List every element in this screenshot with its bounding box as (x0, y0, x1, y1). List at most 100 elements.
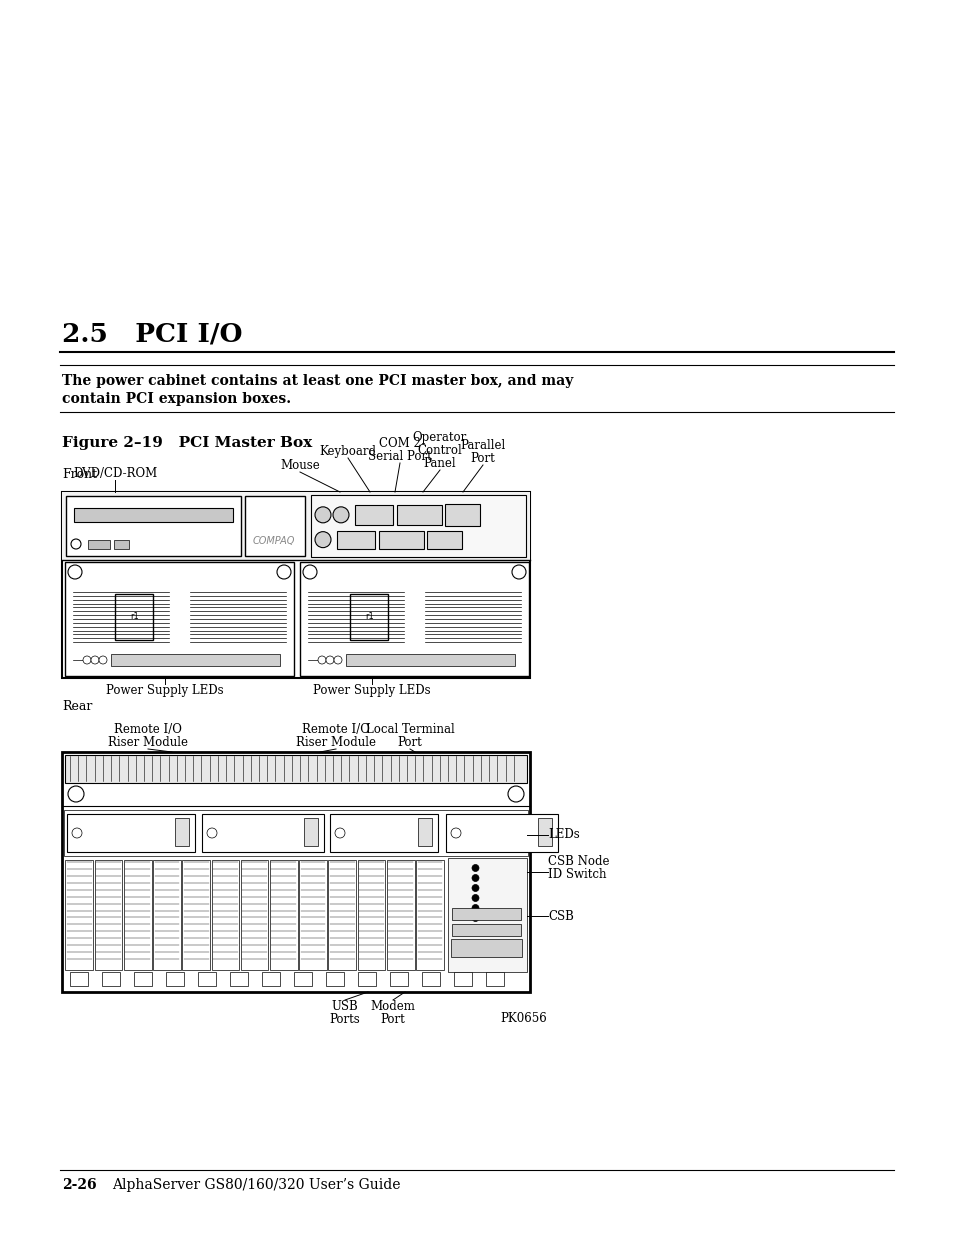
Bar (294, 972, 312, 986)
Bar (299, 860, 327, 969)
Text: Operator: Operator (413, 431, 467, 445)
Bar (65, 755, 526, 783)
Circle shape (472, 894, 478, 902)
Circle shape (71, 538, 81, 550)
Text: CSB Node: CSB Node (547, 855, 609, 868)
Bar (355, 505, 393, 525)
Bar (450, 939, 521, 957)
Text: Parallel: Parallel (460, 438, 505, 452)
Bar (230, 972, 248, 986)
Circle shape (83, 656, 91, 664)
Bar (447, 858, 526, 972)
Bar (166, 972, 184, 986)
Bar (452, 940, 520, 952)
Bar (357, 860, 385, 969)
Bar (94, 860, 122, 969)
Text: Port: Port (380, 1013, 405, 1026)
Bar (452, 925, 520, 936)
Bar (62, 492, 530, 559)
Bar (454, 972, 472, 986)
Bar (390, 972, 408, 986)
Bar (417, 818, 432, 846)
Bar (70, 972, 88, 986)
Bar (378, 531, 423, 548)
Bar (262, 972, 280, 986)
Circle shape (314, 506, 331, 522)
Text: Front: Front (62, 468, 97, 480)
Bar (74, 508, 233, 522)
Bar (357, 972, 375, 986)
Bar (416, 860, 443, 969)
Bar (66, 860, 93, 969)
Text: Rear: Rear (62, 700, 92, 713)
Bar (299, 562, 529, 676)
Bar (153, 860, 181, 969)
Bar (174, 818, 189, 846)
Bar (182, 860, 210, 969)
Circle shape (334, 656, 341, 664)
Bar (452, 909, 520, 920)
Bar (421, 972, 439, 986)
Circle shape (326, 656, 334, 664)
Bar (396, 505, 441, 525)
Text: DVD/CD-ROM: DVD/CD-ROM (72, 467, 157, 480)
Bar (444, 504, 479, 526)
Bar (537, 818, 552, 846)
Text: COMPAQ: COMPAQ (253, 536, 294, 546)
Bar (446, 814, 558, 852)
Bar (326, 972, 344, 986)
Text: Panel: Panel (423, 457, 456, 471)
Text: Mouse: Mouse (280, 459, 319, 472)
Bar (113, 540, 129, 550)
Text: PK0656: PK0656 (499, 1011, 546, 1025)
Text: Power Supply LEDs: Power Supply LEDs (106, 684, 224, 697)
Circle shape (68, 564, 82, 579)
Bar (111, 655, 280, 666)
Bar (240, 860, 268, 969)
Circle shape (317, 656, 326, 664)
Bar (386, 860, 415, 969)
Circle shape (335, 827, 345, 839)
Text: contain PCI expansion boxes.: contain PCI expansion boxes. (62, 391, 291, 406)
Circle shape (99, 656, 107, 664)
Text: Remote I/O: Remote I/O (114, 722, 182, 736)
Circle shape (512, 564, 525, 579)
Circle shape (472, 864, 478, 872)
Text: 2.5   PCI I/O: 2.5 PCI I/O (62, 322, 242, 347)
Bar (350, 594, 388, 640)
Bar (270, 860, 297, 969)
Bar (133, 972, 152, 986)
Circle shape (472, 904, 478, 911)
Text: Port: Port (397, 736, 422, 748)
Bar (311, 495, 525, 557)
Bar (485, 972, 503, 986)
Bar (64, 810, 527, 856)
Text: 2-26: 2-26 (62, 1178, 96, 1192)
Circle shape (507, 785, 523, 802)
Circle shape (207, 827, 216, 839)
Bar (62, 492, 530, 678)
Bar (65, 562, 294, 676)
Circle shape (333, 506, 349, 522)
Bar (304, 818, 317, 846)
Text: Keyboard: Keyboard (319, 445, 376, 458)
Bar (88, 540, 110, 550)
Text: Control: Control (417, 445, 462, 457)
Text: Riser Module: Riser Module (108, 736, 188, 748)
Text: Port: Port (470, 452, 495, 466)
Text: Local Terminal: Local Terminal (365, 722, 454, 736)
Bar (124, 860, 152, 969)
Text: Ports: Ports (330, 1013, 360, 1026)
Text: USB: USB (332, 1000, 358, 1013)
Bar (212, 860, 239, 969)
Text: Riser Module: Riser Module (295, 736, 375, 748)
Text: AlphaServer GS80/160/320 User’s Guide: AlphaServer GS80/160/320 User’s Guide (112, 1178, 400, 1192)
Text: The power cabinet contains at least one PCI master box, and may: The power cabinet contains at least one … (62, 374, 573, 388)
Text: Serial Port: Serial Port (368, 450, 432, 463)
Circle shape (472, 874, 478, 882)
Text: Power Supply LEDs: Power Supply LEDs (313, 684, 431, 697)
Bar (102, 972, 120, 986)
Text: Figure 2–19   PCI Master Box: Figure 2–19 PCI Master Box (62, 436, 312, 450)
Bar (245, 496, 305, 556)
Circle shape (451, 827, 460, 839)
